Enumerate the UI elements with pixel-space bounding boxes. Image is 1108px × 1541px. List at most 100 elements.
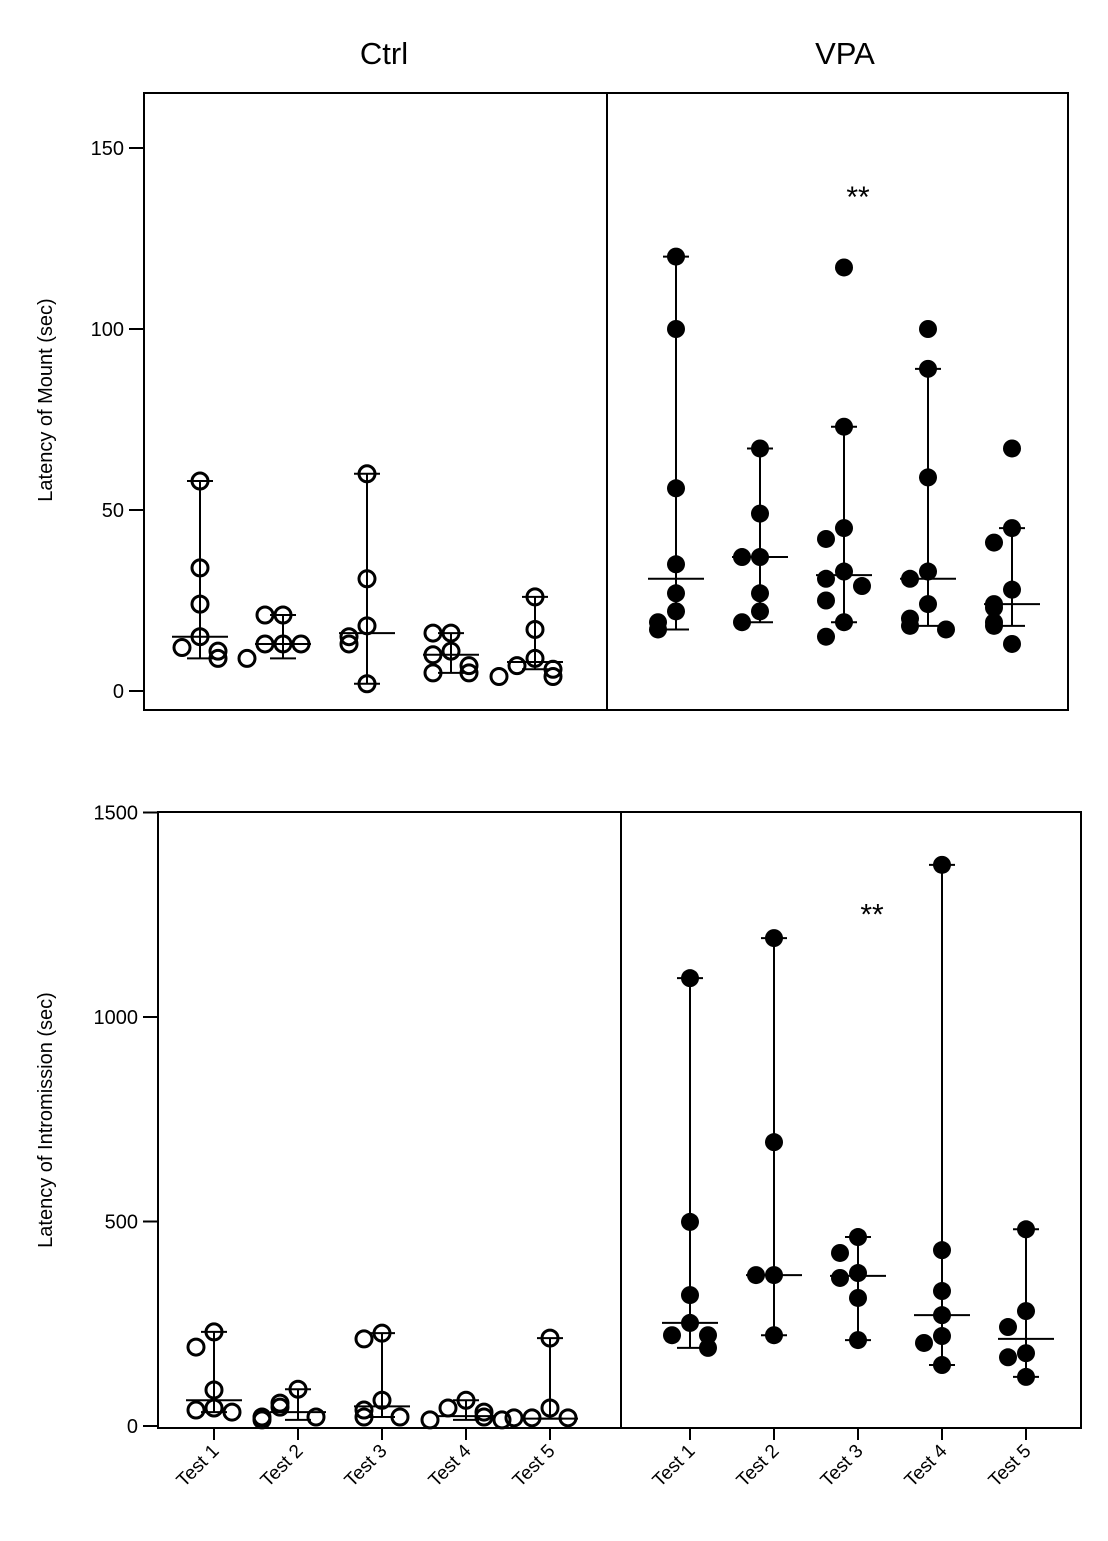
data-point (849, 1288, 867, 1307)
x-tick-label: Test 3 (817, 1441, 868, 1492)
data-point (186, 1400, 206, 1420)
data-point (817, 591, 835, 610)
data-point (667, 247, 685, 266)
data-point (525, 619, 545, 639)
x-tick-label: Test 5 (509, 1441, 560, 1492)
data-point (172, 638, 192, 658)
data-point (1017, 1302, 1035, 1321)
data-point (849, 1331, 867, 1350)
panel-intromission: 0 500 1000 1500 Test 1 Test 2 Test 3 Test 4 Test… (94, 803, 1082, 1492)
data-point (1003, 580, 1021, 599)
data-point (357, 616, 377, 636)
data-point (985, 616, 1003, 635)
data-point (522, 1408, 542, 1428)
data-point (558, 1408, 578, 1428)
data-point (492, 1410, 512, 1430)
data-point (190, 627, 210, 647)
data-point (933, 1356, 951, 1375)
data-point (543, 667, 563, 687)
test-group-vpa-3 (830, 1228, 886, 1350)
data-point (919, 320, 937, 338)
data-point (543, 659, 563, 679)
data-point (985, 533, 1003, 552)
data-point (817, 529, 835, 548)
data-point (831, 1268, 849, 1287)
data-point (699, 1338, 717, 1357)
data-point (474, 1407, 494, 1427)
data-point (919, 595, 937, 614)
panel-mount: 0 50 100 150 ** (91, 92, 1069, 711)
data-point (933, 1306, 951, 1325)
data-point (901, 569, 919, 588)
data-point (1017, 1220, 1035, 1239)
data-point (853, 577, 871, 596)
data-point (667, 555, 685, 574)
data-point (849, 1228, 867, 1247)
group-title-ctrl: Ctrl (360, 36, 408, 71)
data-point (357, 569, 377, 589)
y-tick-label: 1000 (94, 1007, 139, 1029)
data-point (204, 1322, 224, 1342)
data-point (681, 969, 699, 988)
data-point (204, 1398, 224, 1418)
data-point (1003, 519, 1021, 538)
data-point (667, 602, 685, 621)
test-group-vpa-5 (998, 1220, 1054, 1386)
test-group-ctrl-2 (252, 1379, 326, 1430)
data-point (765, 1266, 783, 1285)
data-point (835, 519, 853, 538)
y-tick-label: 50 (102, 500, 124, 522)
data-point (504, 1408, 524, 1428)
data-point (273, 634, 293, 654)
y-tick-label: 500 (105, 1212, 138, 1234)
data-point (190, 594, 210, 614)
data-point (835, 417, 853, 436)
data-point (933, 1327, 951, 1346)
data-point (354, 1329, 374, 1349)
data-point (933, 1241, 951, 1260)
data-point (985, 598, 1003, 617)
data-point (765, 929, 783, 948)
data-point (459, 663, 479, 683)
data-point (540, 1328, 560, 1348)
data-point (751, 548, 769, 567)
test-group-ctrl-2 (237, 605, 311, 668)
x-tick-label: Test 2 (733, 1441, 784, 1492)
y-tick-label: 1500 (94, 803, 139, 825)
data-point (438, 1398, 458, 1418)
data-point (751, 584, 769, 603)
test-group-vpa-1 (662, 969, 718, 1357)
y-tick-label: 0 (127, 1416, 138, 1438)
data-point (919, 468, 937, 487)
data-point (423, 663, 443, 683)
data-point (667, 479, 685, 498)
data-point (999, 1318, 1017, 1337)
data-point (204, 1380, 224, 1400)
data-point (649, 620, 667, 639)
test-group-vpa-4 (914, 855, 970, 1375)
data-point (237, 648, 257, 668)
data-point (354, 1407, 374, 1427)
significance-annotation: ** (846, 181, 870, 214)
x-tick-label: Test 3 (341, 1441, 392, 1492)
significance-annotation: ** (860, 899, 884, 932)
data-point (835, 562, 853, 581)
data-point (835, 258, 853, 277)
y-axis-label-mount: Latency of Mount (sec) (35, 298, 57, 501)
data-point (901, 616, 919, 635)
data-point (357, 674, 377, 694)
data-point (663, 1326, 681, 1345)
data-point (441, 641, 461, 661)
plot-frame (157, 811, 1082, 1429)
data-point (915, 1333, 933, 1352)
data-point (999, 1348, 1017, 1367)
data-point (1017, 1344, 1035, 1363)
data-point (208, 641, 228, 661)
data-point (525, 587, 545, 607)
data-point (456, 1390, 476, 1410)
data-point (933, 1282, 951, 1301)
data-point (441, 623, 461, 643)
data-point (733, 613, 751, 632)
data-point (459, 656, 479, 676)
data-point (681, 1212, 699, 1231)
